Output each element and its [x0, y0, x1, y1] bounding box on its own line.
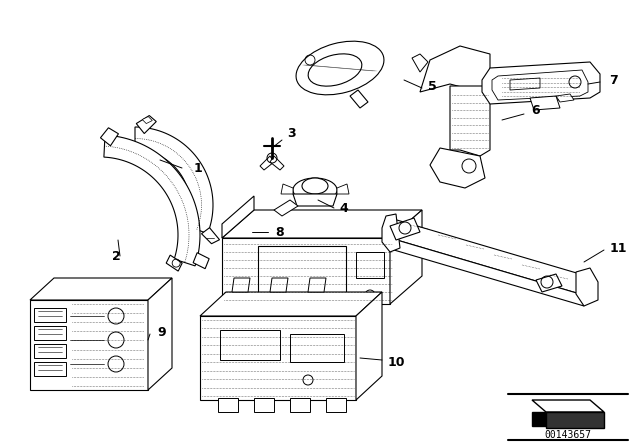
Polygon shape	[142, 116, 152, 124]
Ellipse shape	[308, 54, 362, 86]
Polygon shape	[30, 300, 148, 390]
Polygon shape	[34, 326, 66, 340]
Polygon shape	[390, 238, 584, 306]
Polygon shape	[356, 292, 382, 400]
Polygon shape	[200, 292, 382, 316]
Ellipse shape	[296, 41, 384, 95]
Polygon shape	[420, 46, 490, 92]
Text: 10: 10	[387, 356, 404, 369]
Polygon shape	[290, 398, 310, 412]
Polygon shape	[281, 184, 293, 194]
Polygon shape	[390, 210, 422, 304]
Polygon shape	[308, 278, 326, 292]
Polygon shape	[532, 400, 604, 412]
Polygon shape	[546, 412, 604, 428]
Polygon shape	[293, 194, 337, 206]
Polygon shape	[30, 278, 172, 300]
Polygon shape	[258, 246, 346, 296]
Ellipse shape	[293, 178, 337, 202]
Polygon shape	[222, 196, 254, 238]
Text: 11: 11	[609, 241, 627, 254]
Polygon shape	[135, 127, 213, 234]
Polygon shape	[166, 255, 182, 271]
Polygon shape	[556, 94, 574, 102]
Polygon shape	[356, 252, 384, 278]
Polygon shape	[510, 78, 540, 90]
Polygon shape	[274, 200, 298, 216]
Text: 5: 5	[428, 79, 436, 92]
Polygon shape	[222, 210, 422, 238]
Polygon shape	[34, 308, 66, 322]
Text: 9: 9	[157, 326, 166, 339]
Text: 4: 4	[340, 202, 348, 215]
Polygon shape	[222, 238, 390, 304]
Text: 00143657: 00143657	[545, 430, 591, 440]
Polygon shape	[326, 398, 346, 412]
Polygon shape	[290, 334, 344, 362]
Text: 6: 6	[532, 103, 540, 116]
Polygon shape	[104, 135, 200, 266]
Polygon shape	[536, 274, 562, 292]
Polygon shape	[34, 344, 66, 358]
Polygon shape	[270, 278, 288, 292]
Polygon shape	[232, 278, 250, 292]
Polygon shape	[34, 362, 66, 376]
Text: 8: 8	[276, 225, 284, 238]
Polygon shape	[350, 90, 368, 108]
Polygon shape	[482, 62, 600, 104]
Polygon shape	[390, 218, 420, 240]
Polygon shape	[260, 156, 274, 170]
Polygon shape	[200, 316, 356, 400]
Polygon shape	[100, 128, 118, 146]
Polygon shape	[148, 278, 172, 390]
Polygon shape	[220, 330, 280, 360]
Polygon shape	[492, 70, 588, 100]
Text: 7: 7	[610, 73, 618, 86]
Text: 3: 3	[288, 126, 296, 139]
Polygon shape	[430, 148, 485, 188]
Polygon shape	[337, 184, 349, 194]
Polygon shape	[390, 218, 580, 294]
Ellipse shape	[302, 178, 328, 194]
Polygon shape	[532, 412, 546, 426]
Polygon shape	[136, 116, 156, 134]
Polygon shape	[530, 96, 560, 110]
Polygon shape	[202, 228, 220, 244]
Polygon shape	[576, 268, 598, 306]
Polygon shape	[382, 214, 400, 252]
Polygon shape	[254, 398, 274, 412]
Polygon shape	[450, 86, 490, 156]
Polygon shape	[193, 253, 209, 269]
Text: 2: 2	[111, 250, 120, 263]
Text: 1: 1	[194, 161, 202, 175]
Polygon shape	[412, 54, 428, 72]
Polygon shape	[218, 398, 238, 412]
Polygon shape	[270, 156, 284, 170]
